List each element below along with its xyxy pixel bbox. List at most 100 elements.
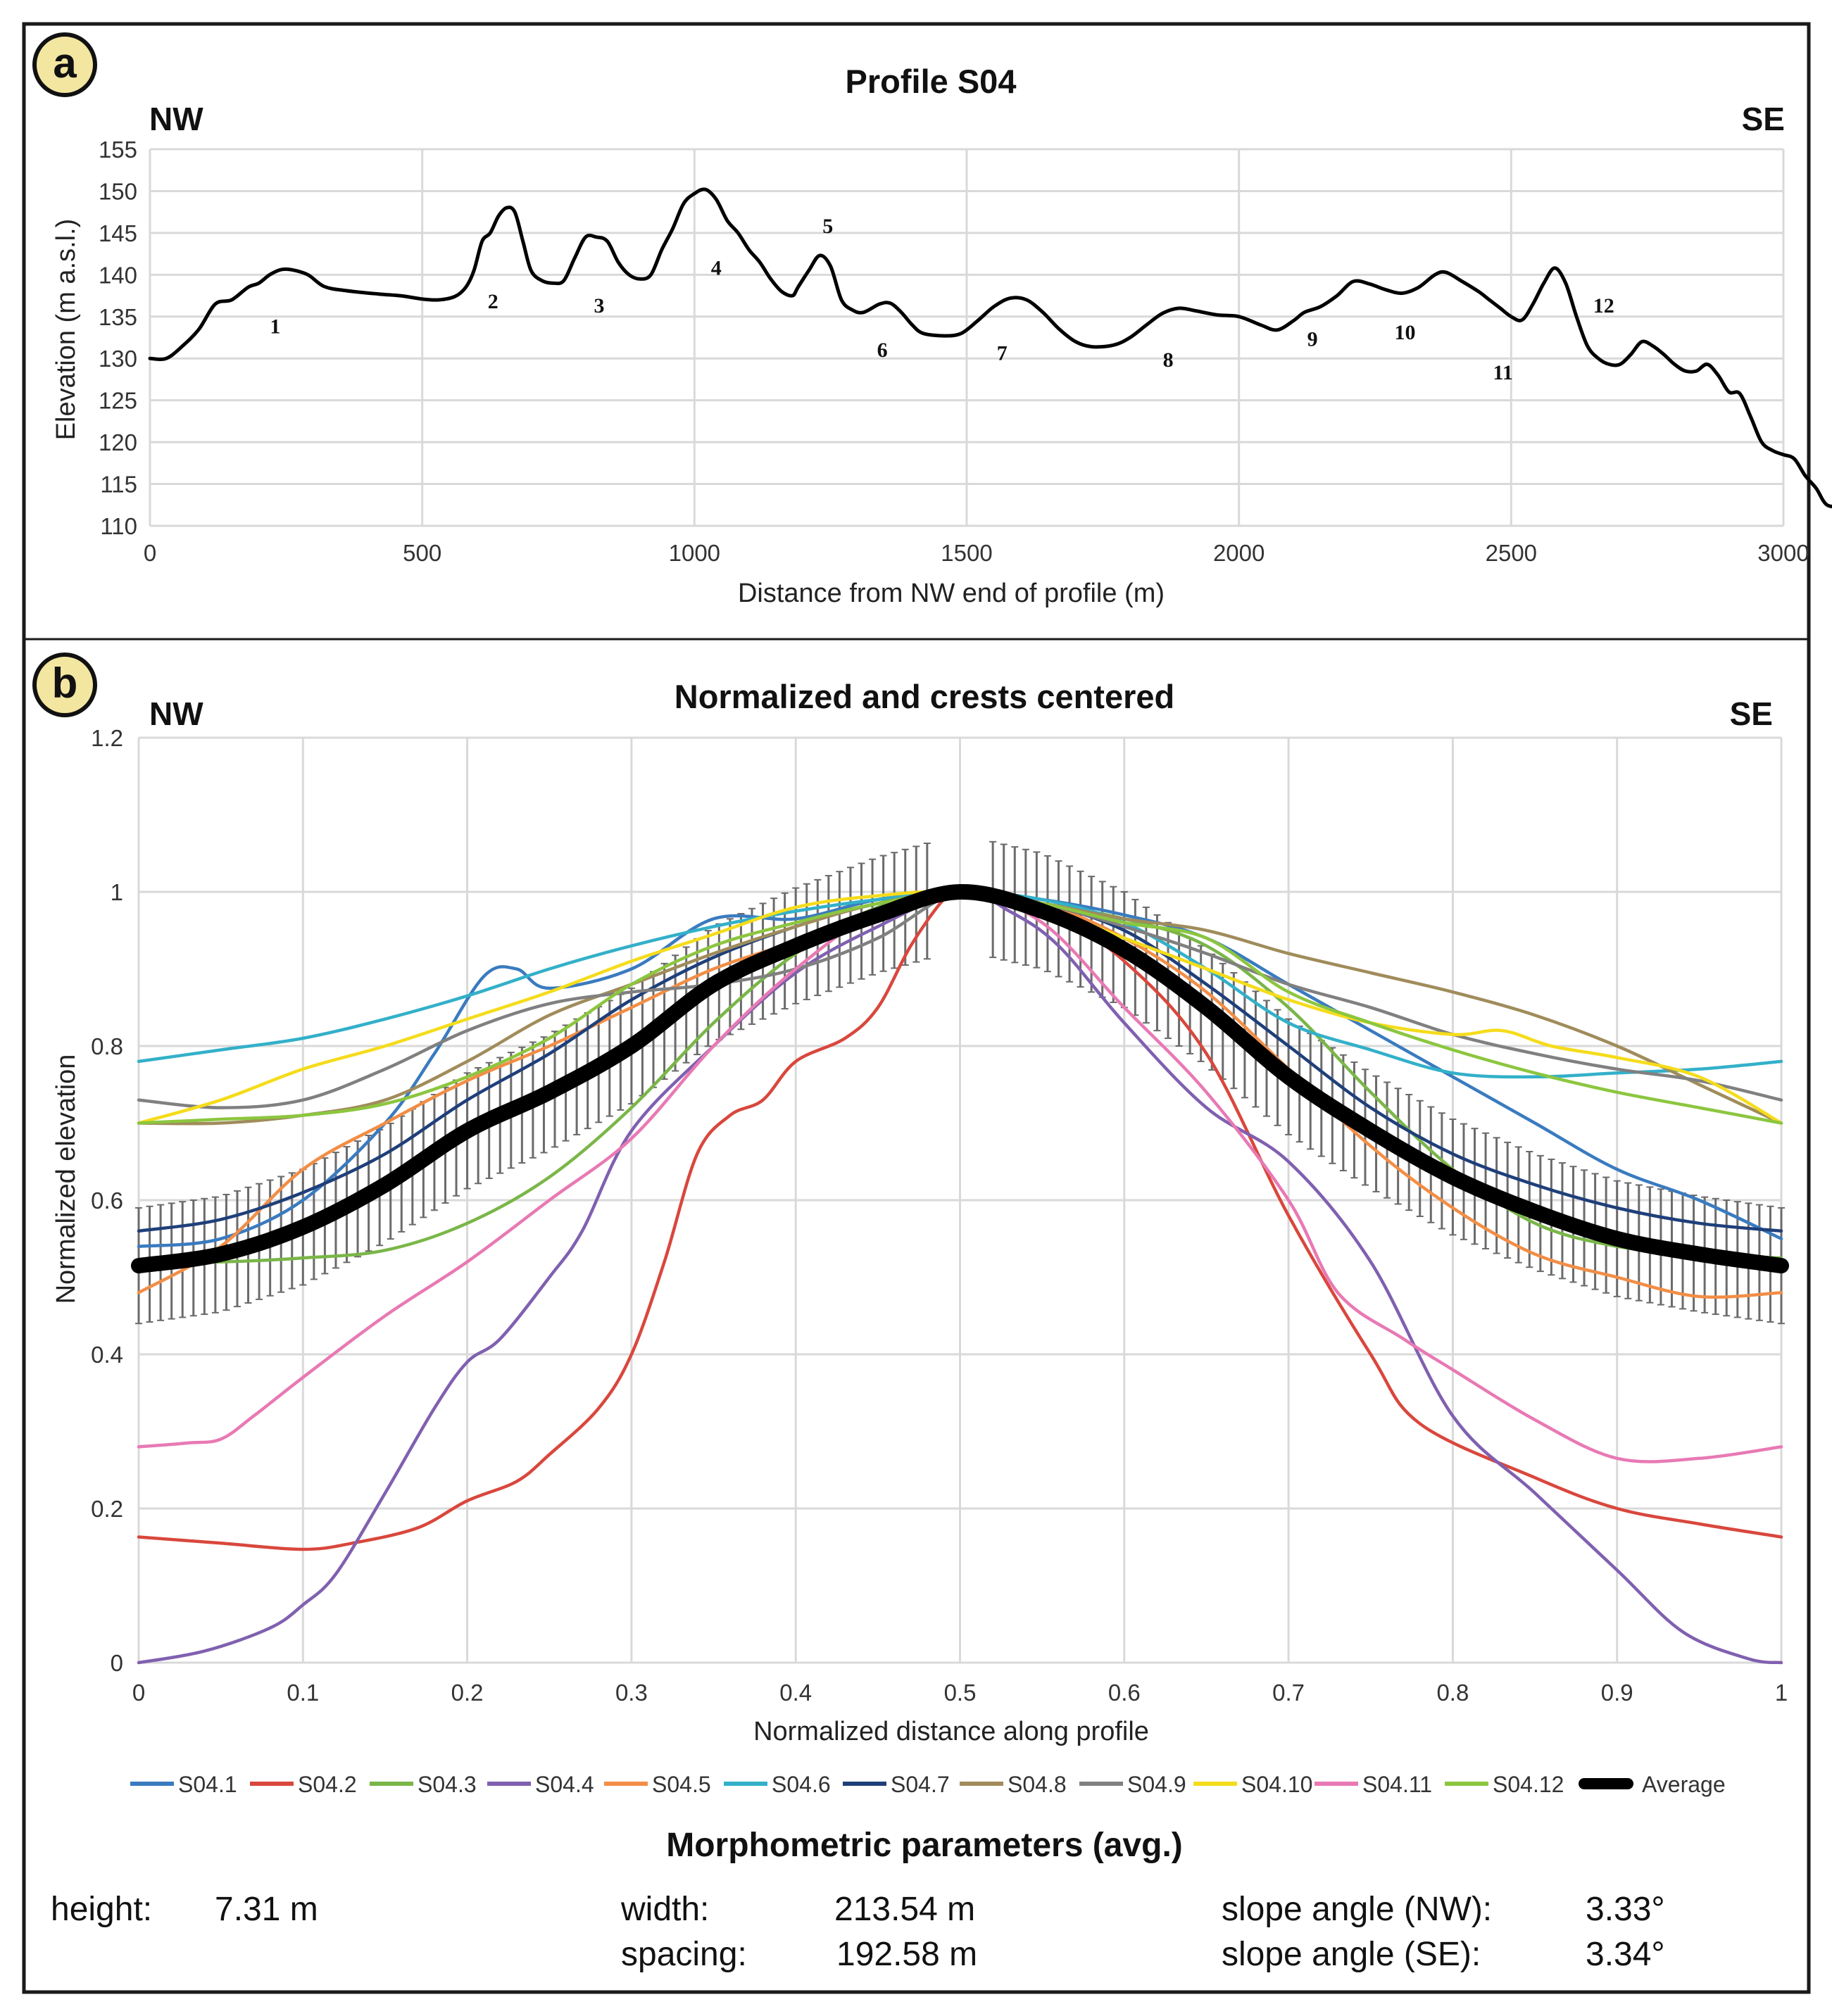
- height-value: 7.31 m: [215, 1891, 318, 1928]
- legend-label: S04.7: [891, 1772, 950, 1797]
- panel-a-x-axis-title: Distance from NW end of profile (m): [738, 579, 1165, 608]
- a-x-tick-label: 2500: [1486, 540, 1537, 566]
- a-y-tick-label: 110: [100, 513, 137, 539]
- panel-a-y-axis-title: Elevation (m a.s.l.): [51, 219, 81, 441]
- panel-b-x-axis-title: Normalized distance along profile: [753, 1717, 1149, 1746]
- b-x-tick-label: 0.6: [1108, 1680, 1141, 1706]
- panel-a-badge: [32, 32, 97, 97]
- a-y-tick-label: 140: [99, 262, 137, 288]
- slope-nw-label: slope angle (NW):: [1222, 1891, 1492, 1928]
- b-x-tick-label: 0.7: [1272, 1680, 1305, 1706]
- a-y-tick-label: 115: [100, 472, 137, 498]
- width-value: 213.54 m: [834, 1891, 975, 1928]
- peak-label: 10: [1395, 321, 1416, 344]
- b-y-tick-label: 0.4: [91, 1342, 123, 1368]
- legend-label: S04.12: [1493, 1772, 1564, 1797]
- morphometric-parameters: Morphometric parameters (avg.) height: 7…: [51, 1827, 1665, 1973]
- spacing-label: spacing:: [621, 1936, 747, 1973]
- panel-b-nw-label: NW: [149, 695, 203, 732]
- a-x-tick-label: 3000: [1757, 540, 1809, 566]
- b-x-tick-label: 0.8: [1436, 1680, 1469, 1706]
- a-y-tick-label: 150: [99, 178, 137, 204]
- legend-label: S04.3: [418, 1772, 477, 1797]
- a-y-tick-label: 145: [99, 220, 137, 246]
- slope-nw-value: 3.33°: [1586, 1891, 1665, 1928]
- morphometric-title: Morphometric parameters (avg.): [666, 1827, 1183, 1864]
- legend-label: S04.1: [178, 1772, 237, 1797]
- panel-a-letter: a: [53, 39, 77, 87]
- legend-label: S04.9: [1127, 1772, 1186, 1797]
- b-y-tick-label: 1.2: [91, 725, 123, 751]
- legend-label: S04.5: [652, 1772, 711, 1797]
- legend-label: S04.10: [1241, 1772, 1312, 1797]
- b-x-tick-label: 0.1: [287, 1680, 319, 1706]
- peak-label: 9: [1307, 327, 1318, 351]
- b-x-tick-label: 0: [132, 1680, 145, 1706]
- series-line-average: [131, 883, 1789, 1274]
- b-y-tick-label: 0: [111, 1650, 123, 1676]
- peak-label: 11: [1493, 361, 1513, 384]
- peak-label: 1: [270, 315, 280, 339]
- height-label: height:: [51, 1891, 152, 1928]
- panel-a: a Profile S04 NW SE 0 500 1000 1500 2000 2500…: [32, 32, 1832, 608]
- b-x-tick-label: 0.9: [1601, 1680, 1633, 1706]
- legend-label: S04.8: [1008, 1772, 1067, 1797]
- series-line-s04-2: [137, 889, 1783, 1551]
- peak-label: 5: [822, 215, 833, 238]
- peak-label: 2: [488, 290, 498, 313]
- panel-a-title: Profile S04: [846, 63, 1017, 100]
- b-x-tick-label: 0.3: [615, 1680, 648, 1706]
- a-x-tick-label: 1500: [941, 540, 992, 566]
- panel-b-x-ticks: 0 0.1 0.2 0.3 0.4 0.5 0.6 0.7 0.8 0.9 1: [132, 1680, 1788, 1706]
- a-x-tick-label: 500: [403, 540, 441, 566]
- a-y-tick-label: 125: [99, 388, 137, 414]
- b-y-tick-label: 1: [111, 879, 123, 905]
- peak-label: 8: [1163, 348, 1174, 372]
- panel-a-x-ticks: 0 500 1000 1500 2000 2500 3000: [144, 540, 1809, 566]
- legend-label: Average: [1642, 1772, 1726, 1797]
- b-x-tick-label: 0.2: [451, 1680, 484, 1706]
- legend-label: S04.11: [1362, 1772, 1432, 1797]
- normalized-series: [131, 883, 1789, 1665]
- b-y-tick-label: 0.2: [91, 1496, 123, 1522]
- slope-se-label: slope angle (SE):: [1222, 1936, 1481, 1973]
- panel-b-badge: [32, 653, 97, 717]
- panel-a-nw-label: NW: [149, 101, 203, 137]
- legend-label: S04.2: [298, 1772, 357, 1797]
- peak-label: 7: [997, 342, 1008, 365]
- panel-b: b Normalized and crests centered NW SE 0…: [32, 653, 1789, 1797]
- a-x-tick-label: 0: [144, 540, 156, 566]
- legend-label: S04.6: [772, 1772, 831, 1797]
- series-line-s04-4: [137, 890, 1783, 1665]
- panel-b-letter: b: [52, 660, 78, 707]
- a-y-tick-label: 130: [99, 346, 137, 372]
- panel-b-y-axis-title: Normalized elevation: [51, 1054, 81, 1304]
- spacing-value: 192.58 m: [836, 1936, 977, 1973]
- profile-line: [148, 187, 1832, 509]
- peak-label: 4: [711, 256, 722, 279]
- panel-a-y-ticks: 110 115 120 125 130 135 140 145 150 155: [99, 137, 137, 539]
- panel-b-y-ticks: 0 0.2 0.4 0.6 0.8 1 1.2: [91, 725, 123, 1676]
- b-x-tick-label: 1: [1775, 1680, 1788, 1706]
- panel-a-se-label: SE: [1742, 101, 1785, 137]
- peak-label: 12: [1593, 294, 1614, 317]
- b-y-tick-label: 0.8: [91, 1033, 123, 1059]
- a-y-tick-label: 120: [99, 429, 137, 455]
- slope-se-value: 3.34°: [1586, 1936, 1665, 1973]
- a-y-tick-label: 155: [99, 137, 137, 163]
- peak-label: 6: [877, 339, 888, 362]
- legend: S04.1 S04.2 S04.3 S04.4 S04.5 S04.6 S04.7 S04.8…: [130, 1772, 1726, 1797]
- legend-label: S04.4: [535, 1772, 594, 1797]
- panel-b-title: Normalized and crests centered: [675, 678, 1175, 715]
- b-y-tick-label: 0.6: [91, 1187, 123, 1214]
- a-x-tick-label: 2000: [1213, 540, 1265, 566]
- width-label: width:: [620, 1891, 709, 1928]
- a-x-tick-label: 1000: [669, 540, 720, 566]
- peak-label: 3: [594, 294, 605, 317]
- b-x-tick-label: 0.4: [779, 1680, 812, 1706]
- a-y-tick-label: 135: [99, 304, 137, 330]
- b-x-tick-label: 0.5: [944, 1680, 977, 1706]
